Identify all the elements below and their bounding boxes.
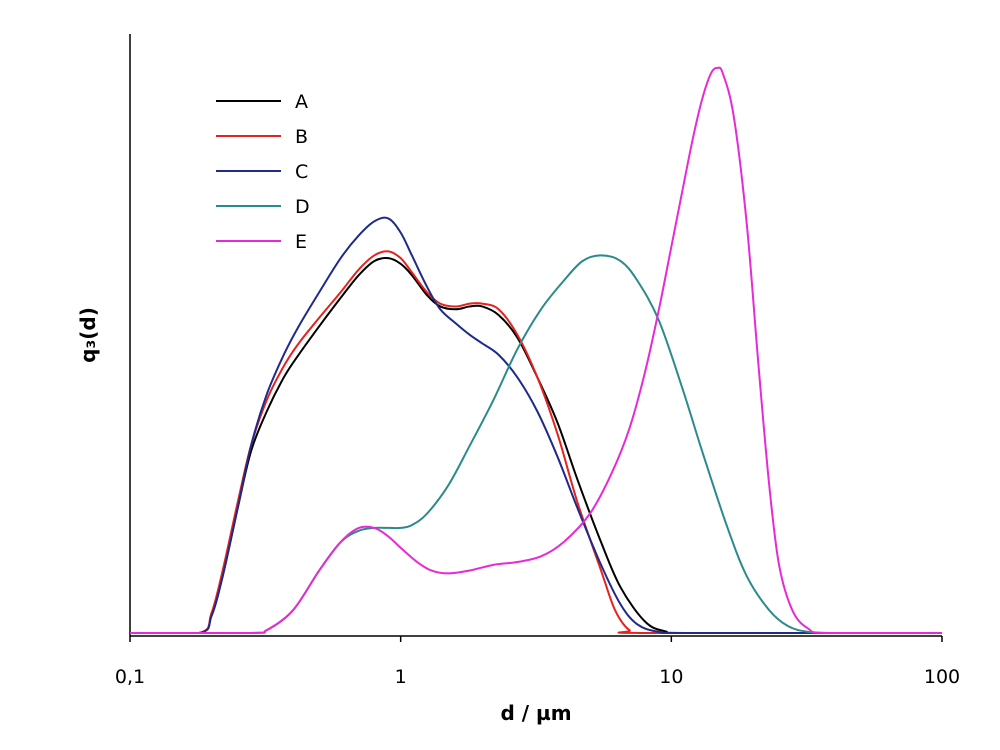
legend-label-a: A (295, 91, 308, 113)
legend-label-c: C (295, 161, 308, 183)
x-axis-title: d / µm (500, 701, 571, 725)
y-axis-title: q₃(d) (76, 307, 100, 363)
axes (129, 34, 942, 637)
x-tick-label: 10 (659, 666, 683, 688)
x-tick-label: 100 (924, 666, 960, 688)
series-line-a (130, 257, 942, 635)
x-tick-label: 0,1 (115, 666, 145, 688)
legend-label-e: E (295, 231, 307, 253)
x-tick-label: 1 (395, 666, 407, 688)
series-line-e (130, 66, 942, 635)
series-line-c (130, 216, 942, 635)
x-ticks: 0,1 1 10 100 (115, 636, 960, 688)
plot-lines (130, 66, 942, 635)
legend-label-d: D (295, 196, 310, 218)
legend-label-b: B (295, 126, 308, 148)
